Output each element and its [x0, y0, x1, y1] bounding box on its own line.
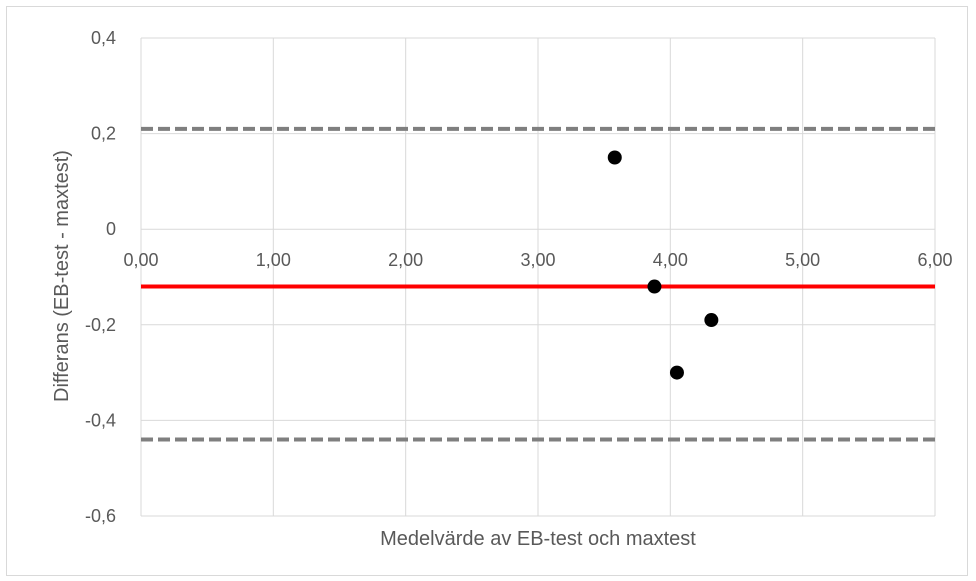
x-tick-label: 6,00 — [917, 250, 952, 270]
x-tick-label: 2,00 — [388, 250, 423, 270]
y-tick-label: 0 — [106, 219, 116, 239]
data-point — [704, 313, 719, 328]
x-tick-label: 0,00 — [123, 250, 158, 270]
y-tick-label: 0,4 — [91, 28, 116, 48]
y-axis-title: Differans (EB-test - maxtest) — [51, 150, 73, 402]
grid-layer — [140, 37, 936, 517]
data-points-layer — [607, 150, 719, 380]
chart-frame — [6, 6, 968, 576]
x-axis-title: Medelvärde av EB-test och maxtest — [380, 528, 696, 550]
reference-lines-layer — [141, 126, 935, 442]
data-point — [647, 279, 662, 294]
x-tick-label: 1,00 — [256, 250, 291, 270]
y-tick-label: -0,6 — [85, 506, 116, 526]
x-tick-label: 3,00 — [520, 250, 555, 270]
tick-labels-layer: 0,4 0,2 0 -0,2 -0,4 -0,6 0,00 1,00 2,00 3,00 4,00 5… — [85, 28, 953, 526]
x-tick-label: 5,00 — [785, 250, 820, 270]
y-tick-label: 0,2 — [91, 124, 116, 144]
data-point — [669, 365, 684, 380]
data-point — [607, 150, 622, 165]
x-tick-label: 4,00 — [653, 250, 688, 270]
y-tick-label: -0,4 — [85, 410, 116, 430]
y-tick-label: -0,2 — [85, 315, 116, 335]
